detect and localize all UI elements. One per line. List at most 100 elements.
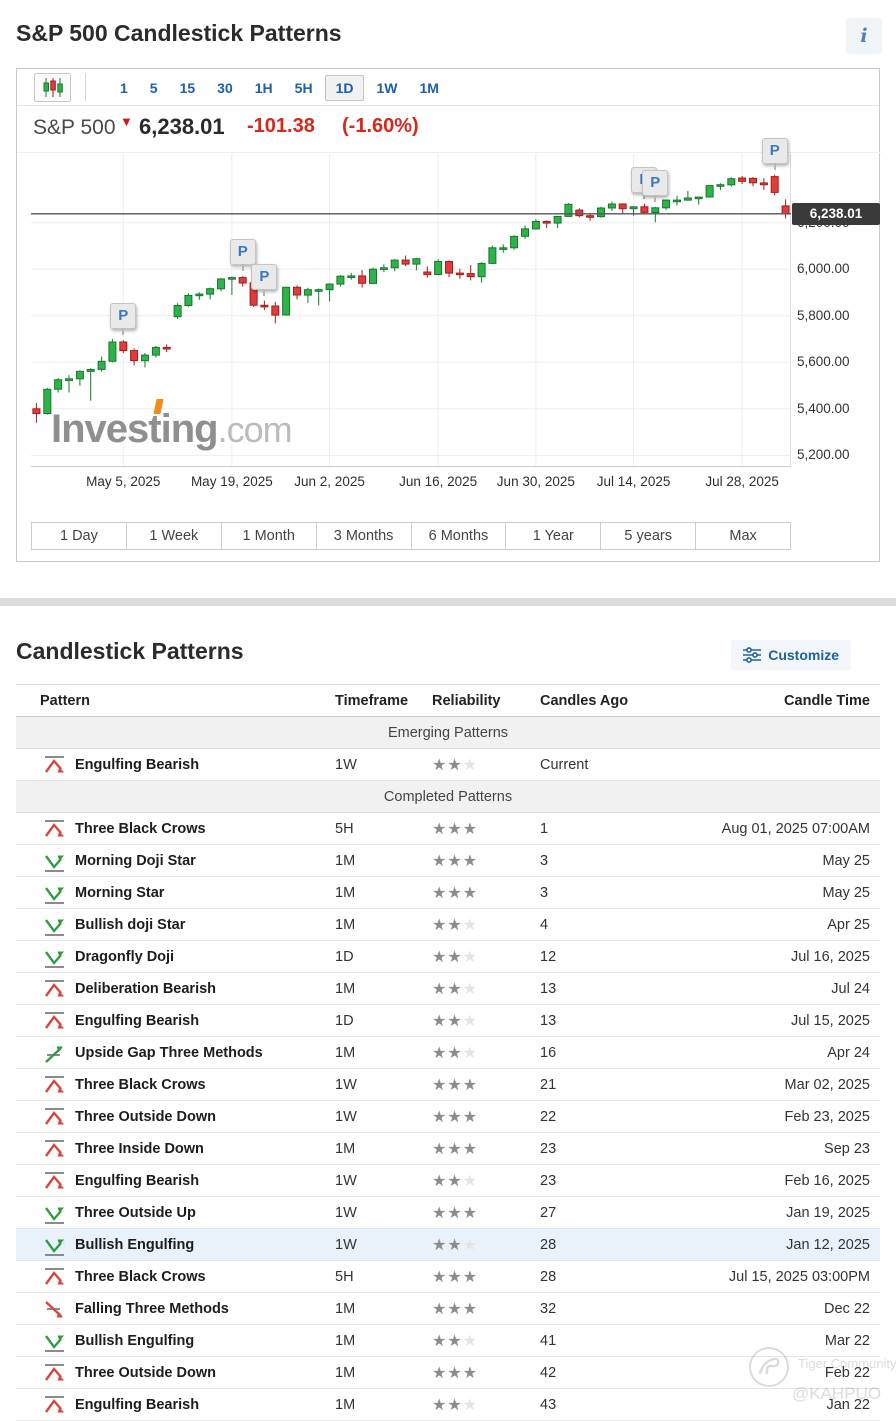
pattern-direction-icon <box>16 945 75 969</box>
bearish-continuation-pattern-icon <box>45 1300 63 1317</box>
star-icon: ★ <box>462 820 479 838</box>
star-icon: ★ <box>462 1236 479 1254</box>
pattern-name: Deliberation Bearish <box>75 980 217 997</box>
pattern-name: Three Inside Down <box>75 1140 204 1157</box>
timeframe-30[interactable]: 30 <box>217 79 233 96</box>
pattern-row[interactable]: Engulfing Bearish 1W ★★★ 23 Feb 16, 2025 <box>16 1165 880 1197</box>
pattern-reliability: ★★★ <box>432 883 540 903</box>
pattern-reliability: ★★★ <box>432 1043 540 1063</box>
bullish-pattern-icon <box>45 950 65 968</box>
bearish-pattern-icon <box>45 1011 64 1029</box>
pattern-row[interactable]: Upside Gap Three Methods 1M ★★★ 16 Apr 24 <box>16 1037 880 1069</box>
star-icon: ★ <box>447 980 463 998</box>
chart-pattern-marker[interactable]: P <box>251 263 278 296</box>
timeframe-5[interactable]: 5 <box>149 79 158 96</box>
pattern-reliability: ★★★ <box>432 851 540 871</box>
pattern-candle-time: Dec 22 <box>824 1300 870 1317</box>
pattern-name: Engulfing Bearish <box>75 1012 200 1029</box>
pattern-reliability: ★★★ <box>432 1075 540 1095</box>
pattern-candles-ago: 32 <box>540 1300 557 1317</box>
pattern-candles-ago: 28 <box>540 1268 557 1285</box>
pattern-row[interactable]: Three Black Crows 5H ★★★ 28 Jul 15, 2025 03:… <box>16 1261 880 1293</box>
x-axis-labels: May 5, 2025 May 19, 2025 Jun 2, 2025 Jun 16… <box>17 466 881 489</box>
pattern-timeframe: 1M <box>335 1300 356 1317</box>
pattern-row[interactable]: Bullish Engulfing 1M ★★★ 41 Mar 22 <box>16 1325 880 1357</box>
timeframe-1[interactable]: 1 <box>120 79 128 96</box>
bullish-pattern-icon <box>45 1206 65 1224</box>
pattern-timeframe: 1M <box>335 1396 356 1413</box>
pattern-row[interactable]: Three Outside Down 1M ★★★ 42 Feb 22 <box>16 1357 880 1389</box>
chart-pattern-marker[interactable]: P <box>229 239 256 272</box>
pattern-candles-ago: 22 <box>540 1108 557 1125</box>
star-icon: ★ <box>447 916 463 934</box>
table-header: Pattern Timeframe Reliability Candles Ag… <box>16 684 880 717</box>
timeframe-1M[interactable]: 1M <box>419 79 439 96</box>
col-candles-ago: Candles Ago <box>540 692 629 709</box>
timeframe-1D[interactable]: 1D <box>324 74 365 101</box>
pattern-candle-time: Feb 22 <box>824 1364 870 1381</box>
chart-pattern-marker[interactable]: P <box>761 137 788 170</box>
pattern-row[interactable]: Engulfing Bearish 1M ★★★ 43 Jan 22 <box>16 1389 880 1421</box>
x-axis-label: Jun 16, 2025 <box>399 474 478 489</box>
pattern-candle-time: Feb 16, 2025 <box>784 1172 870 1189</box>
timeframe-5H[interactable]: 5H <box>294 79 313 96</box>
chart-pattern-marker[interactable]: P <box>110 303 137 336</box>
timeframe-15[interactable]: 15 <box>179 79 196 96</box>
pattern-direction-icon <box>16 913 75 937</box>
pattern-row[interactable]: Bullish Engulfing 1W ★★★ 28 Jan 12, 2025 <box>16 1229 880 1261</box>
timeframe-1W[interactable]: 1W <box>376 79 398 96</box>
pattern-row[interactable]: Dragonfly Doji 1D ★★★ 12 Jul 16, 2025 <box>16 941 880 973</box>
mini-candles-icon <box>43 78 63 97</box>
pattern-candle-time: Sep 23 <box>824 1140 870 1157</box>
pattern-row[interactable]: Engulfing Bearish 1D ★★★ 13 Jul 15, 2025 <box>16 1005 880 1037</box>
x-axis-label: May 5, 2025 <box>86 474 161 489</box>
pattern-row[interactable]: Three Outside Up 1W ★★★ 27 Jan 19, 2025 <box>16 1197 880 1229</box>
pattern-direction-icon <box>16 1329 75 1353</box>
bearish-pattern-icon <box>45 1171 64 1189</box>
pattern-candles-ago: 4 <box>540 916 549 933</box>
instrument-name: S&P 500 <box>33 116 116 139</box>
info-icon[interactable]: i <box>846 18 882 54</box>
star-icon: ★ <box>447 1172 463 1190</box>
range-3-months[interactable]: 3 Months <box>315 522 412 550</box>
customize-label: Customize <box>768 647 839 663</box>
chart-pattern-marker[interactable]: P <box>642 169 669 202</box>
range-max[interactable]: Max <box>695 522 791 550</box>
range-5-years[interactable]: 5 years <box>600 522 697 550</box>
pattern-timeframe: 1W <box>335 1076 357 1093</box>
timeframe-1H[interactable]: 1H <box>254 79 273 96</box>
pattern-reliability: ★★★ <box>432 1235 540 1255</box>
star-icon: ★ <box>462 1012 479 1030</box>
pattern-timeframe: 1D <box>335 1012 354 1029</box>
range-1-year[interactable]: 1 Year <box>505 522 602 550</box>
candlestick-chart[interactable]: Investing.com 6,238.01 6,200.006,000.005… <box>17 137 881 467</box>
pattern-candles-ago: 43 <box>540 1396 557 1413</box>
pattern-row[interactable]: Morning Doji Star 1M ★★★ 3 May 25 <box>16 845 880 877</box>
star-icon: ★ <box>432 1044 448 1062</box>
pattern-timeframe: 1M <box>335 884 356 901</box>
star-icon: ★ <box>462 884 479 902</box>
range-1-week[interactable]: 1 Week <box>125 522 222 550</box>
candlestick-type-icon[interactable] <box>34 73 71 102</box>
pattern-row[interactable]: Engulfing Bearish 1W ★★★ Current <box>16 749 880 781</box>
range-6-months[interactable]: 6 Months <box>410 522 507 550</box>
pattern-candle-time: May 25 <box>822 852 870 869</box>
pattern-timeframe: 1D <box>335 948 354 965</box>
star-icon: ★ <box>432 1012 448 1030</box>
range-1-month[interactable]: 1 Month <box>220 522 317 550</box>
star-icon: ★ <box>447 1396 463 1414</box>
pattern-row[interactable]: Three Outside Down 1W ★★★ 22 Feb 23, 2025 <box>16 1101 880 1133</box>
pattern-row[interactable]: Deliberation Bearish 1M ★★★ 13 Jul 24 <box>16 973 880 1005</box>
customize-button[interactable]: Customize <box>731 640 851 670</box>
star-icon: ★ <box>447 1108 463 1126</box>
pattern-row[interactable]: Three Inside Down 1M ★★★ 23 Sep 23 <box>16 1133 880 1165</box>
pattern-row[interactable]: Falling Three Methods 1M ★★★ 32 Dec 22 <box>16 1293 880 1325</box>
pattern-row[interactable]: Morning Star 1M ★★★ 3 May 25 <box>16 877 880 909</box>
pattern-timeframe: 1M <box>335 1364 356 1381</box>
col-timeframe: Timeframe <box>335 692 409 709</box>
pattern-row[interactable]: Bullish doji Star 1M ★★★ 4 Apr 25 <box>16 909 880 941</box>
pattern-row[interactable]: Three Black Crows 5H ★★★ 1 Aug 01, 2025 07:0… <box>16 813 880 845</box>
pattern-name: Bullish doji Star <box>75 916 186 933</box>
pattern-row[interactable]: Three Black Crows 1W ★★★ 21 Mar 02, 2025 <box>16 1069 880 1101</box>
range-1-day[interactable]: 1 Day <box>31 522 127 550</box>
